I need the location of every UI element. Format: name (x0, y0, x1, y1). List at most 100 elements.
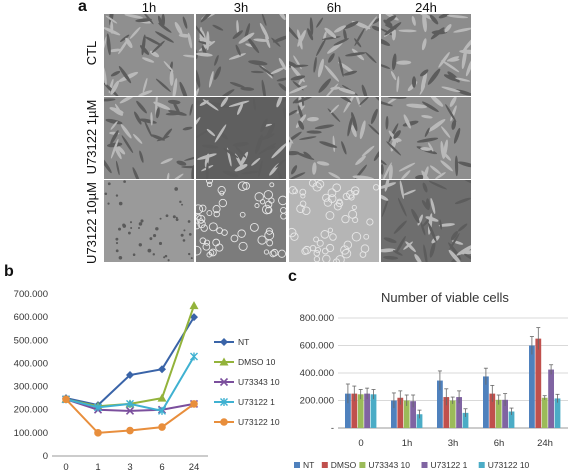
bar (489, 393, 496, 428)
data-point (126, 371, 134, 379)
bar (345, 393, 351, 428)
bar (502, 399, 508, 428)
bar (548, 369, 554, 428)
column-header-6h: 6h (326, 0, 342, 15)
column-header-1h: 1h (141, 0, 157, 15)
data-point (94, 403, 102, 412)
legend-label: NT (303, 460, 314, 470)
x-tick-label: 0 (358, 438, 363, 449)
bar (495, 399, 502, 428)
legend-swatch (478, 462, 485, 468)
data-point (219, 357, 229, 366)
column-header-24h: 24h (415, 0, 437, 15)
data-point (190, 400, 198, 408)
legend-label: U73122 10 (488, 460, 530, 470)
micrograph-image (289, 97, 379, 179)
legend-label: DMSO 10 (238, 357, 276, 367)
bar (410, 401, 416, 428)
x-tick-label: 3h (448, 438, 459, 449)
x-tick-label: 1 (95, 462, 100, 473)
bar (483, 376, 489, 428)
micrograph-image (104, 180, 194, 262)
y-tick-label: - (331, 423, 334, 434)
legend-label: U73122 1 (431, 460, 468, 470)
chart-title: Number of viable cells (381, 290, 509, 305)
panel-b-label: b (4, 263, 14, 280)
y-tick-label: 100.000 (14, 428, 48, 439)
y-tick-label: 800.000 (300, 313, 334, 324)
bar (370, 394, 377, 428)
y-tick-label: 600.000 (300, 341, 334, 352)
row-header-u73122-10um: U73122 10µM (84, 182, 99, 264)
data-point (189, 301, 199, 310)
data-point (219, 377, 229, 387)
data-point (190, 352, 198, 361)
data-point (62, 395, 70, 404)
bar (541, 397, 548, 428)
bar (397, 397, 404, 428)
micrograph-image (196, 97, 286, 179)
data-point (125, 406, 135, 415)
bar (462, 412, 469, 428)
legend-swatch (321, 462, 328, 468)
bar-chart: Number of viable cells - 200.000 400.000 600… (294, 290, 568, 470)
data-point (157, 393, 167, 402)
bar (456, 397, 462, 428)
legend-label: NT (238, 337, 249, 347)
x-tick-label: 6 (159, 462, 164, 473)
bar (449, 400, 456, 428)
row-header-ctl: CTL (84, 40, 99, 66)
data-point (94, 429, 102, 437)
y-tick-label: 600.000 (14, 312, 48, 323)
bar (416, 414, 423, 428)
x-tick-label: 1h (402, 438, 413, 449)
bar (535, 338, 542, 428)
micrograph-image (104, 14, 194, 96)
micrograph-image (104, 97, 194, 179)
y-tick-label: 200.000 (14, 405, 48, 416)
x-tick-label: 6h (494, 438, 505, 449)
bar (508, 411, 515, 428)
bar (391, 400, 397, 428)
micrograph-image (381, 97, 471, 179)
data-point (190, 313, 198, 322)
bar (364, 393, 370, 428)
bar (554, 398, 561, 428)
legend-swatch (359, 462, 366, 468)
legend-label: U73343 10 (238, 377, 280, 387)
bar (437, 380, 443, 428)
x-tick-label: 3 (127, 462, 132, 473)
y-tick-label: 400.000 (300, 368, 334, 379)
micrograph-image (381, 180, 471, 262)
legend-label: U73343 10 (368, 460, 410, 470)
micrograph-image (289, 180, 379, 262)
bar (403, 400, 410, 428)
data-point (220, 338, 228, 346)
bar (351, 393, 358, 428)
bar (443, 397, 450, 428)
data-point (126, 426, 134, 435)
legend-label: DMSO (331, 460, 357, 470)
y-tick-label: 500.000 (14, 335, 48, 346)
data-point (158, 423, 166, 431)
y-tick-label: 200.000 (300, 396, 334, 407)
bar (357, 394, 364, 428)
micrograph-image (381, 14, 471, 96)
micrograph-image (196, 14, 286, 96)
legend-swatch (294, 462, 300, 468)
column-header-3h: 3h (233, 0, 249, 15)
line-chart: 0 100.000 200.000 300.000 400.000 500.000 600.… (14, 289, 280, 473)
x-tick-label: 24 (189, 462, 200, 473)
panel-c-label: c (288, 268, 297, 285)
data-point (220, 418, 228, 426)
micrograph-image (196, 180, 286, 262)
legend-swatch (421, 462, 428, 468)
panel-a-label: a (78, 0, 87, 15)
data-point (158, 406, 166, 415)
data-point (158, 365, 166, 374)
bar (529, 345, 535, 428)
y-tick-label: 0 (43, 451, 48, 462)
y-tick-label: 400.000 (14, 358, 48, 369)
y-tick-label: 700.000 (14, 289, 48, 300)
x-tick-label: 24h (537, 438, 553, 449)
